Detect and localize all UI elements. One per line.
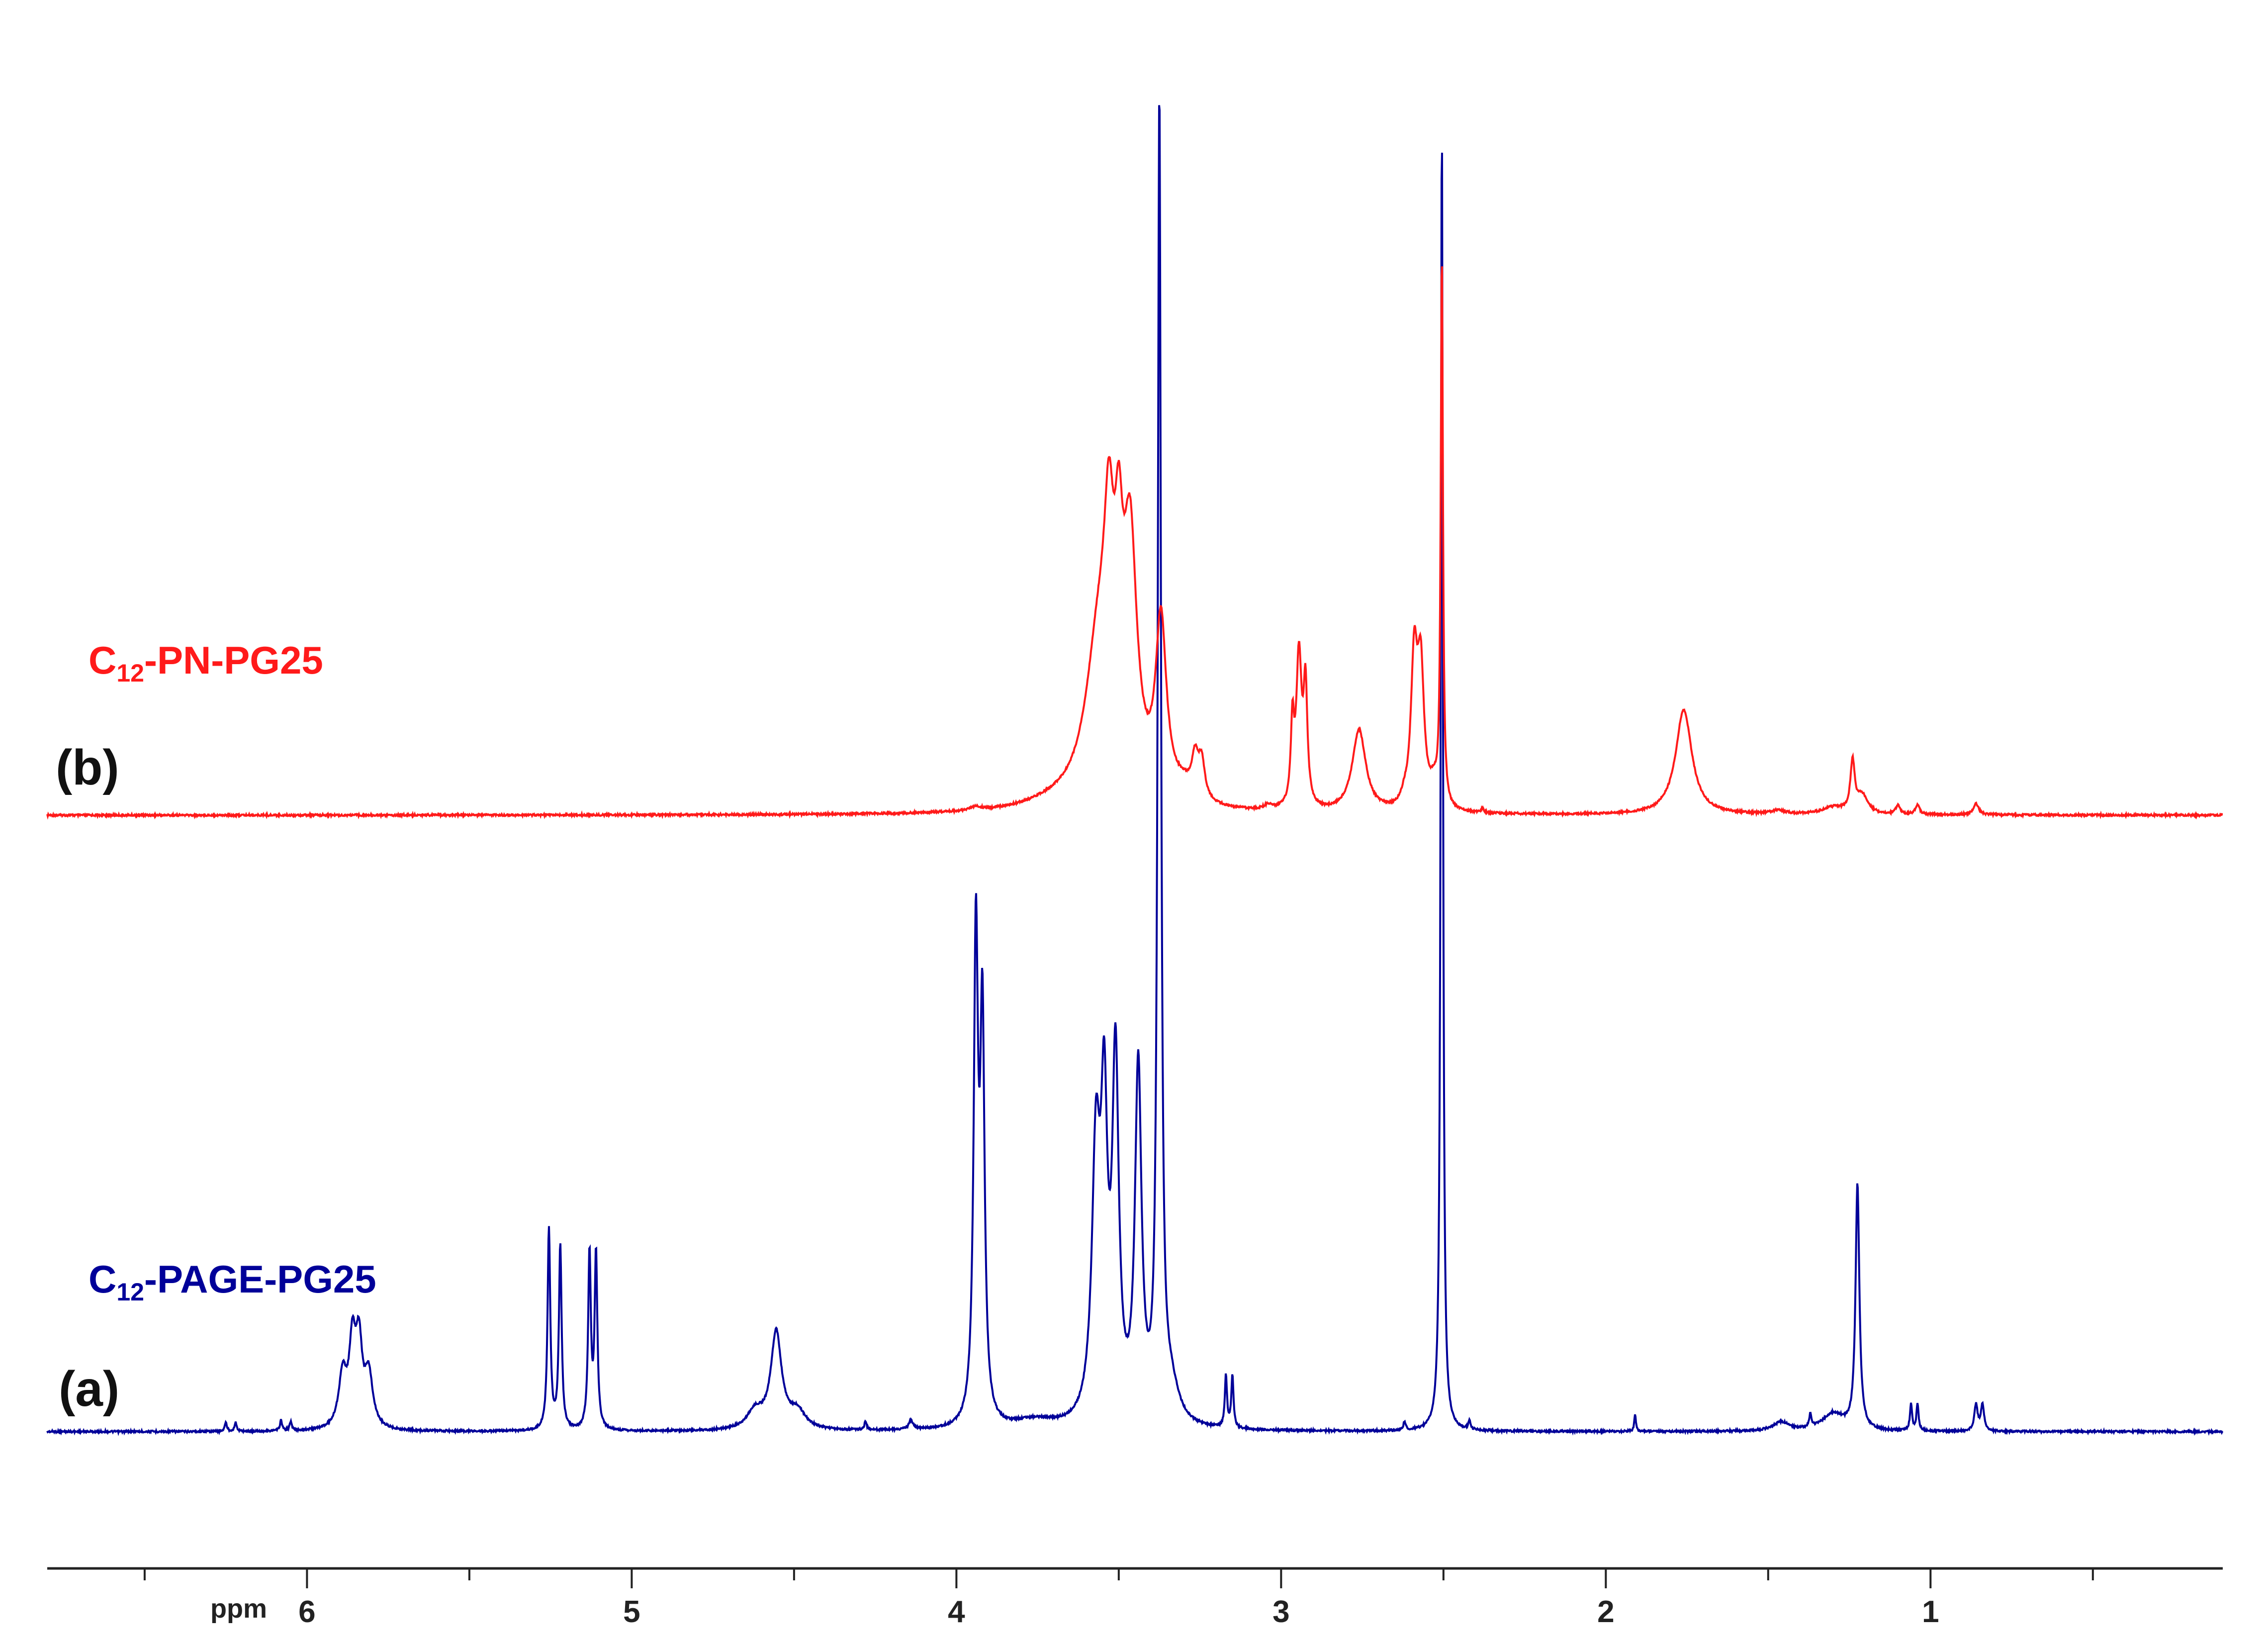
series-label-b: C12-PN-PG25 [89, 638, 323, 687]
tick-label-5: 1 [1922, 1595, 1939, 1629]
x-axis-ticks: 6 5 4 3 2 1 [143, 1568, 2094, 1629]
tick-label-0: 6 [298, 1595, 315, 1629]
spectrum-trace-b [46, 266, 2223, 820]
x-axis-unit-label: ppm [210, 1594, 267, 1624]
tick-label-2: 4 [948, 1595, 965, 1629]
spectrum-trace-a [46, 105, 2224, 1436]
series-tag-b: (b) [56, 740, 119, 795]
tick-label-3: 3 [1272, 1595, 1289, 1629]
tick-label-1: 5 [623, 1595, 640, 1629]
x-axis: 6 5 4 3 2 1 ppm [47, 1567, 2223, 1629]
tick-label-4: 2 [1597, 1595, 1614, 1629]
series-tag-a: (a) [59, 1361, 119, 1417]
series-label-a: C12-PAGE-PG25 [89, 1257, 376, 1306]
